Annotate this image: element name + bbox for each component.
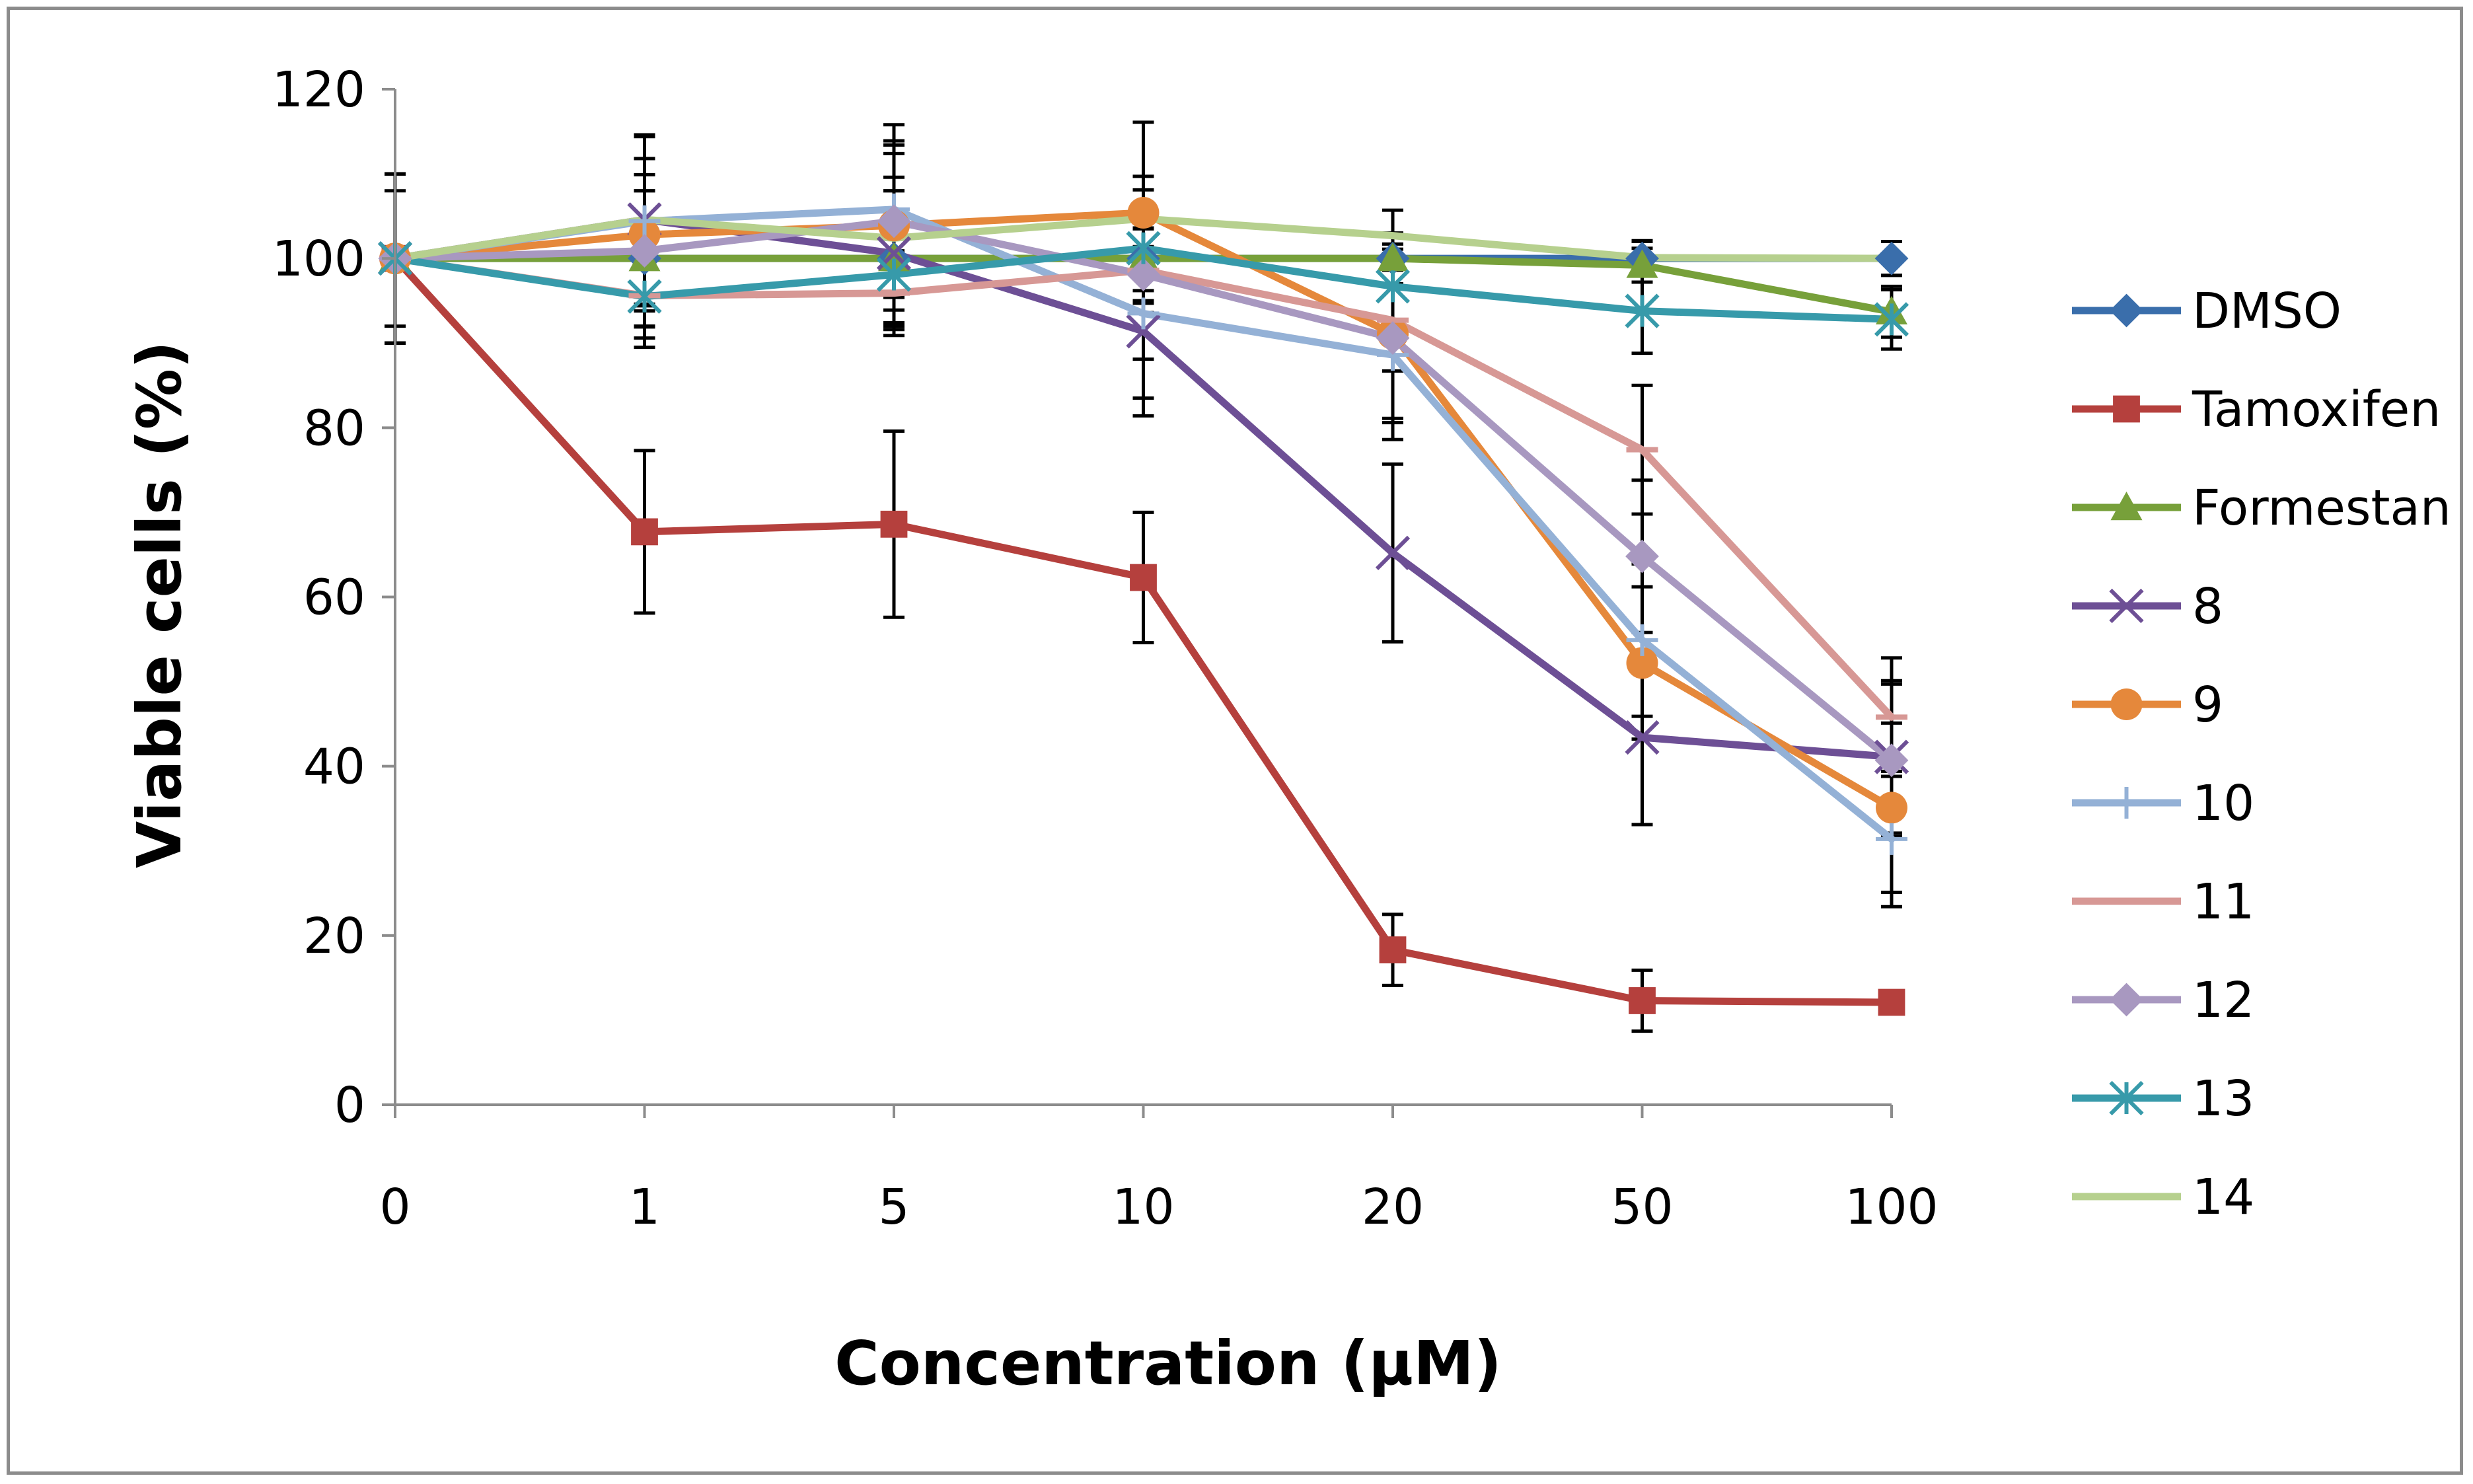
legend: DMSO Tamoxifen Formestan 8 9 10 11 12 13 14	[2072, 283, 2451, 1226]
legend-marker-13	[2109, 1080, 2144, 1116]
legend-marker-Tamoxifen	[2113, 395, 2140, 423]
y-tick-label: 0	[334, 1077, 365, 1134]
x-tick-label: 100	[1845, 1179, 1938, 1236]
y-tick-label: 100	[272, 231, 365, 287]
x-tick-label: 5	[878, 1179, 909, 1236]
data-point-9	[1127, 197, 1160, 229]
axes-layer: 0 20 40 60 80 100 120 0 1 5 10 20 50 100	[272, 61, 1938, 1236]
legend-label: 12	[2192, 972, 2254, 1029]
legend-label: 11	[2192, 873, 2254, 930]
data-point-Tamoxifen	[880, 510, 908, 538]
data-point-13	[1625, 293, 1660, 328]
data-point-9	[1876, 792, 1907, 824]
data-point-13	[1874, 302, 1909, 337]
legend-marker-9	[2110, 688, 2143, 720]
data-point-Tamoxifen	[631, 518, 658, 546]
legend-label: 14	[2192, 1169, 2254, 1226]
y-tick-label: 20	[303, 908, 365, 965]
legend-label: 8	[2192, 578, 2223, 635]
data-point-Tamoxifen	[1130, 564, 1157, 591]
legend-marker-Formestan	[2110, 492, 2143, 521]
line-chart: 0 20 40 60 80 100 120 0 1 5 10 20 50 100 Viable cells…	[124, 61, 2451, 1399]
data-point-9	[1626, 647, 1658, 679]
data-point-10	[628, 205, 661, 237]
data-point-13	[627, 279, 662, 314]
data-point-Formestan	[1626, 249, 1658, 278]
x-axis-title: Concentration (μM)	[834, 1328, 1502, 1399]
legend-label: 13	[2192, 1070, 2254, 1127]
legend-label: Formestan	[2192, 480, 2451, 537]
data-point-12	[1874, 743, 1909, 778]
y-tick-label: 80	[303, 400, 365, 457]
data-point-Formestan	[1377, 242, 1409, 272]
x-tick-label: 0	[379, 1179, 410, 1236]
legend-label: 10	[2192, 775, 2254, 832]
y-tick-label: 60	[303, 570, 365, 626]
data-point-DMSO	[1874, 241, 1909, 276]
data-point-Tamoxifen	[1379, 936, 1407, 964]
data-point-13	[1375, 269, 1411, 304]
data-point-12	[877, 204, 911, 239]
legend-marker-DMSO	[2110, 293, 2143, 328]
y-axis-title: Viable cells (%)	[124, 341, 195, 868]
data-point-13	[876, 257, 912, 292]
legend-marker-12	[2110, 983, 2143, 1017]
data-point-10	[1127, 297, 1160, 330]
data-point-8	[1625, 720, 1660, 755]
legend-marker-8	[2109, 588, 2144, 624]
x-tick-label: 50	[1611, 1179, 1673, 1236]
data-point-8	[1126, 314, 1161, 349]
legend-label: DMSO	[2192, 283, 2342, 340]
y-tick-label: 120	[272, 61, 365, 118]
y-tick-label: 40	[303, 739, 365, 796]
data-point-10	[1626, 624, 1658, 656]
data-point-10	[1876, 823, 1907, 855]
x-tick-label: 10	[1112, 1179, 1174, 1236]
data-point-12	[628, 234, 661, 268]
data-point-12	[1625, 539, 1659, 574]
chart-frame: 0 20 40 60 80 100 120 0 1 5 10 20 50 100 Viable cells…	[7, 7, 2463, 1475]
x-tick-label: 1	[629, 1179, 660, 1236]
legend-label: Tamoxifen	[2192, 381, 2441, 438]
data-point-13	[1126, 231, 1161, 266]
x-tick-label: 20	[1362, 1179, 1424, 1236]
legend-marker-10	[2110, 787, 2143, 819]
markers-layer	[377, 193, 1909, 1016]
data-point-12	[1126, 258, 1160, 291]
data-point-Tamoxifen	[1629, 987, 1656, 1014]
data-point-8	[1375, 535, 1411, 571]
legend-label: 9	[2192, 677, 2223, 733]
data-point-Tamoxifen	[1878, 988, 1905, 1016]
data-point-12	[1376, 321, 1410, 355]
